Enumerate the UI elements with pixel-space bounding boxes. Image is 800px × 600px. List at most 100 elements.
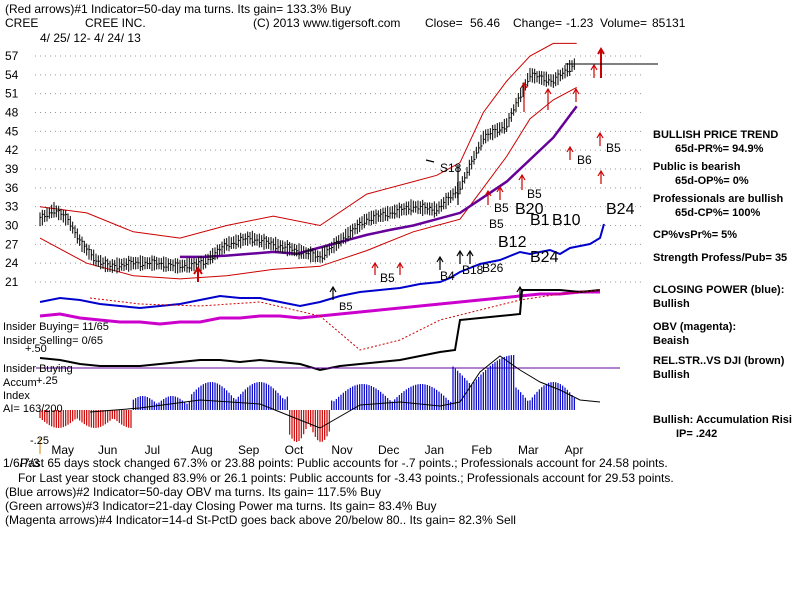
red-arrow-7 <box>520 81 528 112</box>
x-tick-jun: Jun <box>98 443 117 457</box>
x-tick-mar: Mar <box>518 443 539 457</box>
cp-value: 65d-CP%= 100% <box>675 207 761 219</box>
x-tick-apr: Apr <box>565 443 584 457</box>
y-tick-51: 51 <box>5 87 19 101</box>
y-tick-45: 45 <box>5 124 19 138</box>
rel-strength-line <box>39 289 601 372</box>
public-bearish: Public is bearish <box>653 161 741 173</box>
strength-value: Strength Profess/Pub= 35 <box>653 252 787 264</box>
series-lower-band <box>39 86 577 280</box>
op-value: 65d-OP%= 0% <box>675 175 749 187</box>
change-value: -1.23 <box>566 16 594 30</box>
signal-b5-e: B5 <box>527 187 542 201</box>
y-tick-30: 30 <box>5 219 19 233</box>
plus25-label: +.25 <box>36 375 58 387</box>
closing-power-value: Bullish <box>653 298 690 310</box>
date-range: 4/ 25/ 12- 4/ 24/ 13 <box>40 31 141 45</box>
red-arrow-9 <box>572 87 580 102</box>
x-tick-oct: Oct <box>285 443 304 457</box>
signal-b5-d: B5 <box>494 201 509 215</box>
y-tick-36: 36 <box>5 181 19 195</box>
signal-b1: B1 <box>530 212 550 229</box>
signal-b12: B12 <box>498 234 527 251</box>
signal-b24-b: B24 <box>606 201 635 218</box>
accum-bullish: Bullish: Accumulation Risi <box>653 414 792 426</box>
change-label: Change= <box>513 16 562 30</box>
red-arrow-1 <box>193 266 203 282</box>
red-arrow-6 <box>518 173 526 190</box>
signal-b5-c: B5 <box>489 217 504 231</box>
x-tick-feb: Feb <box>471 443 492 457</box>
x-tick-nov: Nov <box>331 443 352 457</box>
y-tick-33: 33 <box>5 200 19 214</box>
y-tick-21: 21 <box>5 275 19 289</box>
closing-power-line <box>39 223 605 310</box>
red-arrow-12 <box>596 131 604 146</box>
header-line1: (Red arrows)#1 Indicator=50-day ma turns… <box>5 2 351 16</box>
x-tick-sep: Sep <box>238 443 260 457</box>
plus50-label: +.50 <box>25 343 47 355</box>
pros-bullish: Professionals are bullish <box>653 193 783 205</box>
relstr-label: REL.STR..VS DJI (brown) <box>653 355 785 367</box>
x-tick-dec: Dec <box>378 443 399 457</box>
footer-line5: (Magenta arrows)#4 Indicator=14-d St-Pct… <box>5 513 516 527</box>
red-arrow-4 <box>484 189 492 205</box>
series-upper-band <box>39 42 577 239</box>
red-dotted-ma <box>89 289 601 351</box>
x-tick-may: May <box>51 443 74 457</box>
accum-label: Accum <box>3 377 37 389</box>
red-arrow-10 <box>590 63 598 78</box>
red-arrow-5 <box>496 185 504 200</box>
accum-ma-line <box>89 355 601 429</box>
ai-label: AI= 163/200 <box>3 403 63 415</box>
volume-label: Volume= <box>600 16 647 30</box>
volume-value: 85131 <box>652 16 686 30</box>
green-arrow-1 <box>329 285 337 300</box>
x-tick-aug: Aug <box>191 443 212 457</box>
signal-b5-f: B5 <box>606 141 621 155</box>
signal-s18: S18 <box>440 161 462 175</box>
y-tick-42: 42 <box>5 143 19 157</box>
signal-b20: B20 <box>515 201 544 218</box>
red-arrow-13 <box>597 169 605 184</box>
footer-line4: (Green arrows)#3 Indicator=21-day Closin… <box>5 499 437 513</box>
accumulation-bars <box>39 355 575 442</box>
red-arrow-8 <box>544 87 552 110</box>
footer-line1: Past 65 days stock changed 67.3% or 23.8… <box>20 456 668 470</box>
price-gridlines <box>35 55 645 283</box>
obv-line <box>39 290 600 326</box>
signal-b6: B6 <box>577 153 592 167</box>
y-tick-39: 39 <box>5 162 19 176</box>
magenta-arrow-1 <box>516 285 524 300</box>
red-arrow-3 <box>396 261 404 275</box>
black-arrow-1 <box>436 255 444 270</box>
series-ma-50 <box>180 105 578 259</box>
signal-b5-b: B5 <box>380 271 395 285</box>
insider-selling-label: Insider Selling= 0/65 <box>3 335 103 347</box>
signal-b24-a: B24 <box>530 249 559 266</box>
red-arrow-11 <box>566 145 574 160</box>
signal-b5-a: B5 <box>339 301 352 313</box>
ticker-symbol: CREE <box>5 16 38 30</box>
company-name: CREE INC. <box>85 16 146 30</box>
y-tick-57: 57 <box>5 49 19 63</box>
insider-buying2-label: Insider Buying <box>3 363 73 375</box>
signal-b10: B10 <box>552 212 581 229</box>
footer-overlap: 1/6/7/3 <box>3 456 40 470</box>
x-tick-jul: Jul <box>145 443 160 457</box>
signal-b4: B4 <box>440 269 455 283</box>
x-axis-months: May Jun Jul Aug Sep Oct Nov Dec Jan Feb Mar Apr <box>51 443 583 457</box>
signal-b26: B26 <box>482 261 504 275</box>
closing-power-label: CLOSING POWER (blue): <box>653 284 784 296</box>
y-tick-24: 24 <box>5 256 19 270</box>
minus25-label: -.25 <box>30 435 49 447</box>
obv-label: OBV (magenta): <box>653 321 736 333</box>
relstr-value: Bullish <box>653 369 690 381</box>
insider-buying-label: Insider Buying= 11/65 <box>3 321 109 333</box>
ip-value: IP= .242 <box>676 428 717 440</box>
footer-line2: For Last year stock changed 83.9% or 26.… <box>18 471 674 485</box>
y-tick-54: 54 <box>5 68 19 82</box>
red-arrow-2 <box>371 261 379 275</box>
footer-line3: (Blue arrows)#2 Indicator=50-day OBV ma … <box>5 485 381 499</box>
